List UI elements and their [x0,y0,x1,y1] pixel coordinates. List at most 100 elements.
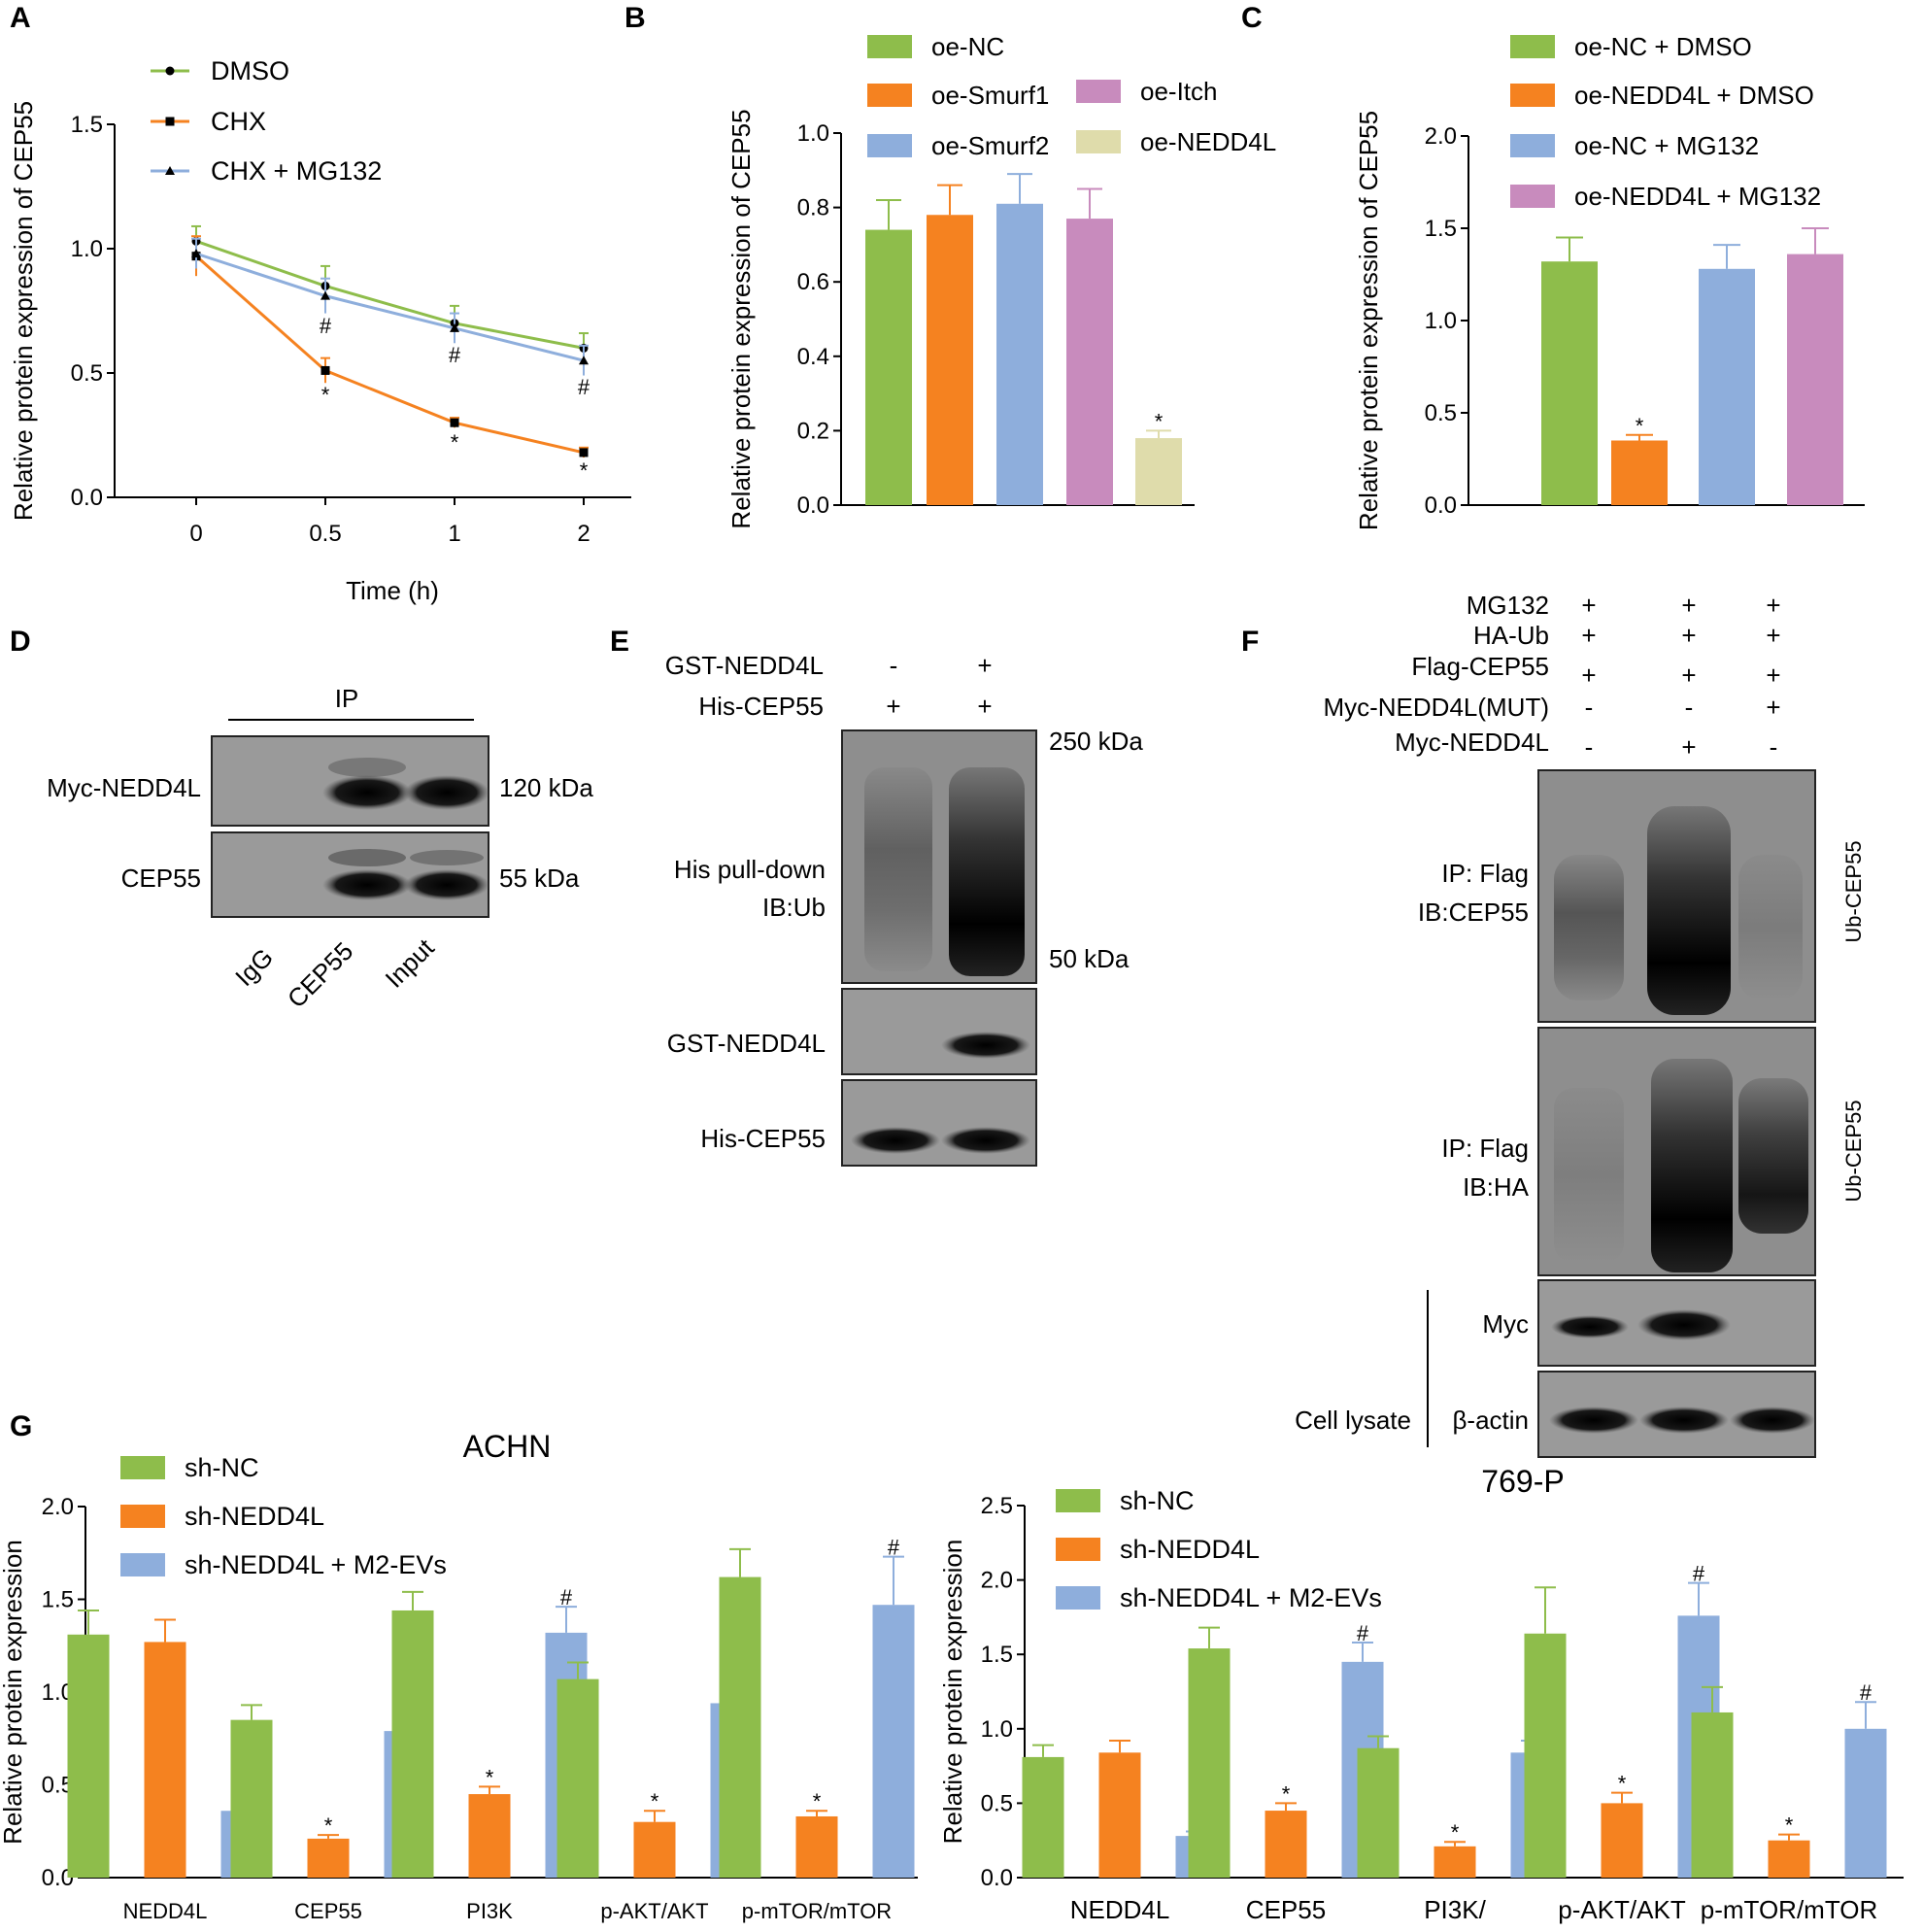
significance-star: * [1451,1820,1460,1845]
data-point [579,356,589,365]
significance-hash: # [560,1585,573,1610]
x-tick-label: 2 [577,521,590,547]
legend-swatch [1056,1538,1100,1561]
blot-f-sign: + [1581,661,1596,690]
band-myc-nedd4l-smear-cep55 [328,758,406,777]
y-axis-label: Relative protein expression of CEP55 [726,109,756,528]
band-myc-nedd4l-input-lane [404,775,489,810]
bar [1135,438,1182,505]
data-point [579,448,589,458]
bar [468,1794,511,1878]
legend-swatch [1076,130,1121,153]
blot-e-ub-smear-lane1 [864,767,932,971]
legend-label: oe-NC + DMSO [1574,32,1752,61]
bar [719,1576,761,1878]
blot-f-signs: + + + + + + + + + - - + - + - [1581,591,1780,762]
legend-label: CHX + MG132 [211,156,382,186]
blot-f-sign: + [1581,591,1596,620]
legend-swatch [867,134,912,157]
y-tick-label: 0.5 [1425,400,1457,426]
y-axis-label: Relative protein expression [938,1540,967,1845]
x-tick-label: p-AKT/AKT [600,1899,708,1923]
blot-f-ha-smear-lane1 [1554,1088,1624,1263]
y-tick-label: 0.0 [797,492,829,519]
blot-f-sign: + [1681,591,1696,620]
y-tick-label: 1.0 [981,1716,1013,1743]
legend-label: sh-NEDD4L + M2-EVs [185,1550,447,1579]
bar [1844,1728,1887,1878]
blot-f-row-ib-ha: IB:HA [1463,1172,1530,1202]
y-tick-label: 2.0 [1425,123,1457,150]
series-line [195,252,585,362]
significance-star: * [451,430,459,455]
blot-d-lane-igg: IgG [229,942,279,992]
bar [1787,254,1843,505]
data-point [191,249,201,258]
legend-label: oe-Smurf1 [931,81,1049,110]
series-line [195,254,585,455]
significance-star: * [1282,1781,1291,1806]
y-tick-label: 2.5 [981,1493,1013,1519]
blot-f-row-ip-flag-1: IP: Flag [1441,859,1529,888]
significance-star: * [813,1789,822,1813]
blot-f: MG132 HA-Ub Flag-CEP55 Myc-NEDD4L(MUT) M… [1295,591,1866,1458]
bar [996,203,1043,505]
bar [230,1719,273,1878]
blot-e-sign-2-1: + [886,692,900,721]
legend-swatch [1510,35,1555,58]
legend-label: oe-Itch [1140,77,1218,106]
y-tick-label: 0.6 [797,269,829,295]
band-gst-nedd4l-lane2 [941,1032,1030,1059]
y-axis-label: Relative protein expression of CEP55 [1354,111,1383,530]
panel-label-e: E [610,626,629,658]
blot-e-ub-smear-lane2 [949,767,1025,976]
blot-e-row-gst-nedd4l: GST-NEDD4L [667,1029,826,1058]
y-tick-label: 1.0 [1425,308,1457,334]
blot-e-sign-1-2: + [977,651,992,680]
blot-e-cond-gst-nedd4l: GST-NEDD4L [665,651,824,680]
legend-swatch [1510,84,1555,107]
x-tick-label: NEDD4L [123,1899,208,1923]
y-tick-label: 1.5 [981,1642,1013,1668]
x-tick-label: 0 [189,521,202,547]
legend-swatch [120,1456,165,1479]
significance-star: * [580,458,589,483]
blot-d-row-label-cep55: CEP55 [121,864,201,893]
band-cep55-input-lane [404,869,489,900]
band-his-cep55-lane1 [851,1127,940,1154]
blot-f-side-ub-cep55-2: Ub-CEP55 [1841,1100,1866,1202]
significance-star: * [651,1789,659,1813]
bar [872,1605,915,1878]
blot-e-row-ib-ub: IB:Ub [762,893,826,922]
blot-f-cep55-smear-lane2 [1647,806,1731,1015]
x-tick-label: PI3K [466,1899,513,1923]
y-axis-label: Relative protein expression of CEP55 [9,101,38,521]
y-tick-label: 0.5 [981,1790,1013,1816]
legend-swatch [120,1553,165,1576]
legend-swatch [1056,1586,1100,1610]
legend-swatch [1510,185,1555,208]
blot-f-sign: + [1581,621,1596,650]
x-tick-label: CEP55 [1246,1895,1326,1924]
blot-f-sign: - [1685,693,1694,722]
legend-label: sh-NEDD4L [1120,1535,1260,1564]
band-cep55-upper-input [410,850,484,865]
chart-title: 769-P [1481,1464,1564,1499]
blot-f-ha-smear-lane2 [1651,1059,1733,1272]
bar [1434,1846,1476,1878]
band-actin-lane2 [1639,1407,1729,1434]
y-tick-label: 2.0 [42,1494,74,1520]
legend-label: oe-NEDD4L + MG132 [1574,182,1821,211]
bar [391,1610,434,1878]
bar [1066,219,1113,505]
bar [1541,261,1598,505]
y-axis-label: Relative protein expression [0,1540,27,1845]
bar [633,1821,676,1878]
y-tick-label: 0.5 [71,360,103,387]
blot-f-row-beta-actin: β-actin [1452,1406,1529,1435]
band-myc-nedd4l-cep55-lane [322,775,412,810]
blot-e-row-his-pulldown: His pull-down [674,855,826,884]
data-point [320,290,330,300]
x-tick-label: 0.5 [309,521,341,547]
